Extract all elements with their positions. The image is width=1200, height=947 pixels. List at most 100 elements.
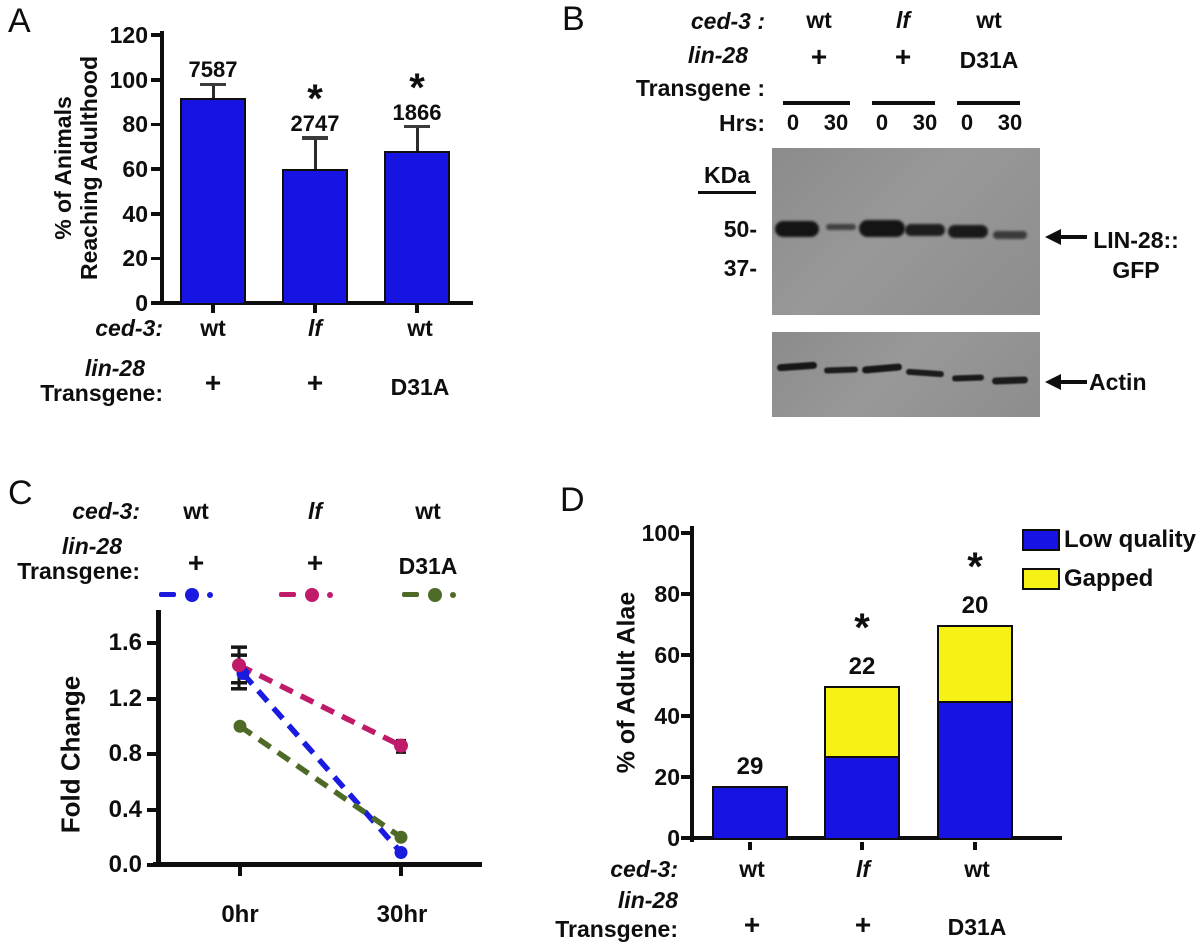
panel-c-legend-dash <box>279 592 296 597</box>
panel-c-series-line <box>238 723 403 840</box>
actin-band-label: Actin <box>1089 369 1147 395</box>
panel-c-legend-small-dot <box>450 592 456 598</box>
panel-c-xtick-mark <box>399 867 403 876</box>
panel-c-y-axis-line <box>156 610 161 867</box>
panel-a-transgene-value: + <box>204 367 222 398</box>
actin-band <box>823 366 859 374</box>
lin28-gfp-band <box>948 224 988 238</box>
panel-d-transgene-value: + <box>743 909 761 940</box>
panel-a-ytick-label: 100 <box>109 66 148 93</box>
lin28-gfp-arrow-shaft <box>1059 235 1087 239</box>
panel-d-bar-low-quality <box>937 700 1013 840</box>
panel-b-marker-50: 50- <box>723 216 757 242</box>
panel-c-lin28-row-label: lin-28 <box>61 533 122 559</box>
panel-a-ytick-label: 40 <box>122 200 148 227</box>
panel-c-legend-dash <box>159 592 176 597</box>
panel-c-legend-dot <box>428 588 442 602</box>
panel-d-bar-n-label: 20 <box>961 591 989 619</box>
panel-a-y-axis-title: % of Animals Reaching Adulthood <box>50 33 102 303</box>
panel-d-ced3-value: wt <box>964 856 990 882</box>
panel-a-ytick-label: 80 <box>122 111 148 138</box>
panel-b-ced3-value: lf <box>895 7 911 33</box>
panel-d-significance-star: * <box>967 544 983 589</box>
lin28-gfp-band <box>905 224 945 236</box>
panel-d-label: D <box>560 481 585 519</box>
panel-d-transgene-row-label: Transgene: <box>555 916 678 942</box>
lin28-gfp-band <box>826 224 856 230</box>
panel-b-transgene-row-label: Transgene : <box>635 75 765 101</box>
panel-d-ytick-mark <box>681 836 692 840</box>
panel-c-label: C <box>8 474 33 512</box>
panel-c-transgene-value: + <box>306 547 324 578</box>
panel-c-ced3-row-label: ced-3: <box>72 498 140 524</box>
panel-a-y-axis-line <box>160 31 164 303</box>
panel-d-bar-gapped <box>824 685 900 759</box>
panel-c-ced3-value: wt <box>183 498 209 524</box>
panel-d-ced3-row-label: ced-3: <box>610 856 678 882</box>
panel-a-error-bar-cap <box>200 82 226 86</box>
panel-c-xtick-0hr: 0hr <box>221 901 259 928</box>
panel-d-y-axis-line <box>690 526 694 842</box>
panel-a-xtick-mark <box>313 305 317 313</box>
panel-d-xtick-mark <box>748 842 752 850</box>
panel-a-ytick-mark <box>151 212 162 216</box>
panel-b-hrs-value: 30 <box>997 110 1023 135</box>
panel-d-ytick-mark <box>681 775 692 779</box>
panel-d-bar-low-quality <box>712 786 788 840</box>
panel-d-ytick-label: 100 <box>641 520 680 546</box>
panel-c-ytick-mark <box>147 863 158 867</box>
panel-d-ytick-label: 0 <box>667 825 680 851</box>
panel-c-xtick-mark <box>238 867 242 876</box>
actin-arrow-shaft <box>1059 380 1087 384</box>
panel-d-ytick-mark <box>681 592 692 596</box>
panel-d-ced3-value: lf <box>855 856 871 882</box>
panel-c-transgene-value: D31A <box>398 553 458 579</box>
panel-c-legend-small-dot <box>207 592 213 598</box>
panel-d-bar-n-label: 22 <box>848 652 876 680</box>
panel-b-hrs-overline <box>872 101 935 105</box>
panel-a-ytick-mark <box>151 256 162 261</box>
panel-a-significance-star: * <box>307 76 323 121</box>
panel-a-xtick-mark <box>211 305 215 313</box>
actin-blot-image <box>772 332 1040 417</box>
legend-gapped-swatch <box>1022 568 1060 590</box>
panel-c-data-point <box>233 719 247 733</box>
panel-b-label: B <box>562 0 585 38</box>
panel-a-transgene-row-label: Transgene: <box>40 380 163 406</box>
panel-b-kda-label: KDa <box>698 162 756 194</box>
lin28-gfp-band-label-line1: LIN-28:: <box>1093 227 1179 253</box>
panel-d-ytick-label: 40 <box>654 703 680 729</box>
actin-arrow-icon <box>1045 374 1089 390</box>
panel-a-ced3-value: lf <box>307 315 323 341</box>
lin28-gfp-band-label-line2: GFP <box>1112 257 1160 283</box>
panel-b-ced3-row-label: ced-3 : <box>690 8 765 34</box>
lin28-gfp-arrow-icon <box>1045 229 1089 245</box>
panel-c-ytick-label: 1.6 <box>108 629 142 656</box>
panel-c-series-line <box>240 671 404 855</box>
actin-band <box>951 374 985 382</box>
panel-a-error-bar-cap <box>404 124 430 129</box>
panel-a-lin28-row-label: lin-28 <box>84 355 145 381</box>
panel-b-hrs-overline <box>783 101 850 105</box>
panel-a-bar <box>180 97 246 305</box>
lin28-gfp-arrowhead-icon <box>1045 229 1061 245</box>
panel-d-xtick-mark <box>973 842 977 850</box>
panel-a-ytick-mark <box>151 33 162 37</box>
panel-c-xtick-30hr: 30hr <box>376 901 428 928</box>
panel-a-bar-n-label: 7587 <box>188 57 238 83</box>
panel-d-transgene-value: + <box>854 909 872 940</box>
actin-arrowhead-icon <box>1045 374 1061 390</box>
panel-d-ytick-mark <box>681 653 692 657</box>
lin28-gfp-band <box>993 231 1027 239</box>
panel-c-ytick-label: 0.8 <box>108 740 142 767</box>
panel-a-y-axis-title-line2: Reaching Adulthood <box>76 56 102 281</box>
panel-b-ced3-value: wt <box>806 7 832 33</box>
panel-c-x-axis-line <box>153 862 482 867</box>
panel-d-bar-low-quality <box>824 755 900 840</box>
panel-a-error-bar-cap <box>302 136 328 140</box>
panel-a-ced3-value: wt <box>407 315 433 341</box>
panel-b-lin28-row-label: lin-28 <box>687 42 748 68</box>
panel-c-data-point <box>394 738 408 753</box>
legend-low-quality-label: Low quality <box>1064 526 1196 553</box>
panel-d-y-axis-title: % of Adult Alae <box>612 591 641 774</box>
